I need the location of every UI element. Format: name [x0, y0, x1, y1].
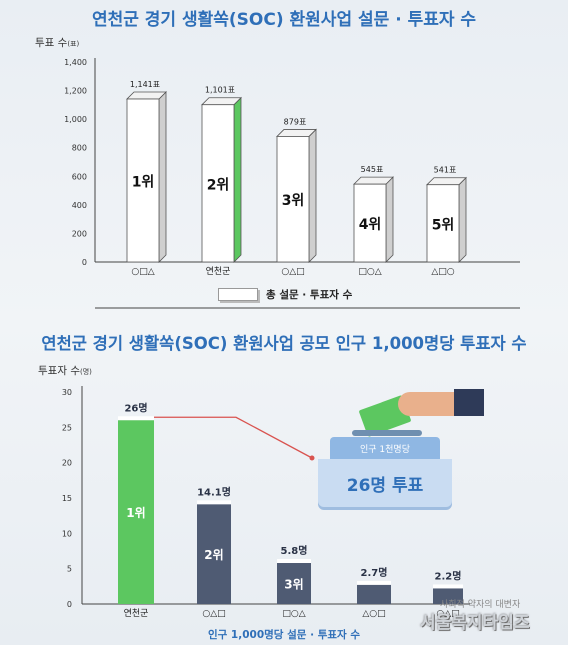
- chart1-x-tick: 연천군: [206, 266, 231, 277]
- chart2-x-tick: ○△□: [436, 609, 459, 619]
- chart2-y-tick: 5: [67, 565, 72, 574]
- chart1-y-tick: 600: [72, 172, 87, 181]
- legend-swatch: [218, 288, 258, 301]
- chart1-bar: [426, 184, 460, 263]
- chart2-value-label: 5.8명: [281, 544, 308, 557]
- chart2-connector-dot: [309, 455, 315, 461]
- chart1-rank-label: 1위: [132, 175, 155, 191]
- chart2-bar-cap: [197, 500, 231, 505]
- chart1-bar: [126, 98, 160, 263]
- chart2-y-tick: 20: [62, 459, 72, 468]
- chart2-value-label: 26명: [124, 401, 147, 414]
- chart1-x-tick: △□○: [431, 267, 454, 277]
- chart1-y-tick: 400: [72, 201, 87, 210]
- chart1-plot: 0 200 400 600 800 1,000 1,200 1,400 1,141표 1위 ○□△ 1…: [64, 58, 520, 309]
- chart2-title: 연천군 경기 생활쏙(SOC) 환원사업 공모 인구 1,000명당 투표자 수: [41, 334, 527, 353]
- chart2-x-tick: □○△: [282, 609, 305, 619]
- chart2-rank-label: 2위: [204, 548, 223, 562]
- chart1-ylabel: 투표 수(표): [35, 37, 80, 49]
- hand-icon: [398, 392, 462, 416]
- chart2-connector: [154, 416, 313, 459]
- watermark-tagline: 사회적 약자의 대변자: [440, 600, 521, 610]
- chart2-bar-cap: [277, 559, 311, 564]
- chart2-y-tick: 15: [62, 494, 72, 503]
- chart2-bar: [118, 420, 154, 604]
- chart1-rank-label: 4위: [359, 217, 382, 233]
- chart2-ylabel: 투표자 수(명): [38, 365, 92, 377]
- chart1-rank-label: 3위: [282, 193, 305, 209]
- callout-main-text: 26명 투표: [346, 475, 424, 496]
- chart2-value-label: 2.7명: [361, 566, 388, 579]
- chart1-x-tick: ○□△: [131, 267, 154, 277]
- chart2-y-tick: 25: [62, 423, 72, 432]
- chart1-rank-label: 2위: [207, 177, 230, 193]
- chart1-bar: [353, 183, 387, 263]
- chart1-value-label: 1,101표: [205, 86, 235, 95]
- chart2-bar: [433, 588, 463, 604]
- chart1-value-label: 1,141표: [130, 80, 160, 89]
- callout-top-text: 인구 1천명당: [360, 444, 410, 455]
- chart2-y-tick: 30: [62, 388, 72, 397]
- watermark-brand: 서울복지타임즈: [420, 613, 530, 633]
- chart1-rank-label: 5위: [432, 217, 455, 233]
- chart2-bar-cap: [118, 416, 154, 421]
- ballot-slot-icon: [352, 430, 422, 436]
- chart1-value-label: 879표: [284, 117, 307, 126]
- chart1-bar: [276, 136, 310, 263]
- chart1-y-tick: 800: [72, 144, 87, 153]
- chart1-y-tick: 0: [82, 258, 87, 267]
- chart2-y-tick: 0: [67, 600, 72, 609]
- chart2-x-tick: 연천군: [124, 608, 149, 619]
- chart2-x-tick: ○△□: [202, 609, 225, 619]
- chart1-x-tick: ○△□: [281, 267, 304, 277]
- legend-label: 총 설문 · 투표자 수: [266, 289, 353, 301]
- chart1-y-tick: 1,400: [64, 58, 87, 67]
- sleeve-icon: [454, 389, 484, 416]
- chart2-rank-label: 3위: [284, 578, 303, 592]
- chart1-title: 연천군 경기 생활쏙(SOC) 환원사업 설문 · 투표자 수: [91, 10, 477, 30]
- chart2-bar: [197, 504, 231, 604]
- chart2-bar: [277, 563, 311, 604]
- chart1-bar: [201, 104, 235, 263]
- chart1-value-label: 545표: [361, 165, 384, 174]
- chart2-legend: 인구 1,000명당 설문 · 투표자 수: [207, 629, 361, 641]
- chart2-x-tick: △○□: [362, 609, 385, 619]
- ballot-box-icon: 26명 투표: [318, 459, 452, 507]
- chart2-bar-cap: [433, 584, 463, 589]
- chart1-y-tick: 1,000: [64, 115, 87, 124]
- chart2-y-tick: 10: [62, 529, 72, 538]
- chart2-value-label: 14.1명: [197, 485, 231, 498]
- chart1-value-label: 541표: [434, 166, 457, 175]
- chart2-bar-cap: [357, 580, 391, 585]
- chart1-x-tick: □○△: [358, 267, 381, 277]
- ballot-box-lid: 인구 1천명당: [330, 437, 440, 459]
- chart2-rank-label: 1위: [126, 506, 145, 520]
- chart1-y-tick: 1,200: [64, 87, 87, 96]
- chart1-y-tick: 200: [72, 229, 87, 238]
- chart1-legend: 총 설문 · 투표자 수: [218, 287, 352, 302]
- chart2-value-label: 2.2명: [435, 569, 462, 582]
- chart2-bar: [357, 584, 391, 604]
